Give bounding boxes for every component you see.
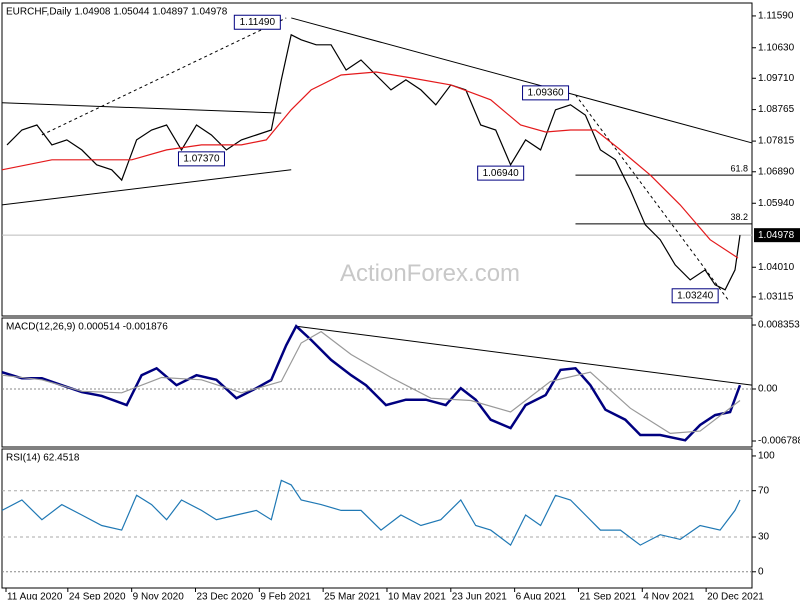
trendline — [296, 325, 753, 386]
y-tick-label: 1.08765 — [758, 104, 795, 115]
x-tick-label: 4 Nov 2021 — [643, 591, 695, 600]
y-tick-label: 1.04010 — [758, 262, 795, 273]
x-tick-label: 9 Feb 2021 — [260, 591, 311, 600]
series-line — [1, 324, 742, 442]
y-tick-label: 70 — [758, 485, 770, 496]
price-label-box — [233, 14, 281, 30]
y-tick-label: 100 — [758, 451, 775, 462]
x-tick-label: 23 Dec 2020 — [196, 591, 253, 600]
x-tick-label: 25 Mar 2021 — [324, 591, 381, 600]
last-price-box — [754, 228, 800, 243]
y-tick-label: 1.06890 — [758, 166, 795, 177]
price-label-box — [671, 288, 719, 304]
y-tick-label: 1.10630 — [758, 42, 795, 53]
series-line — [1, 71, 739, 259]
y-tick-label: 0.00 — [758, 384, 778, 395]
y-tick-label: -0.006788 — [758, 436, 800, 447]
y-tick-label: 30 — [758, 532, 770, 543]
x-tick-label: 24 Sep 2020 — [69, 591, 126, 600]
trendline — [1, 169, 292, 206]
y-tick-label: 1.03115 — [758, 292, 794, 303]
y-tick-label: 1.09710 — [758, 73, 795, 84]
x-tick-label: 21 Sep 2021 — [579, 591, 636, 600]
panel-title: RSI(14) 62.4518 — [6, 453, 80, 464]
panel-frame — [1, 2, 753, 317]
x-tick-label: 20 Dec 2021 — [707, 591, 764, 600]
series-line — [6, 33, 741, 291]
price-label-box — [177, 151, 225, 167]
price-label: 1.07370 — [183, 153, 220, 164]
price-label: 1.11490 — [240, 17, 276, 28]
x-tick-label: 9 Nov 2020 — [133, 591, 185, 600]
fib-label: 38.2 — [730, 212, 748, 222]
series-line — [1, 330, 741, 435]
x-tick-label: 6 Aug 2021 — [516, 591, 567, 600]
price-label: 1.03240 — [677, 290, 714, 301]
trendline — [575, 94, 729, 301]
watermark: ActionForex.com — [340, 260, 520, 287]
y-tick-label: 0.008353 — [758, 320, 800, 331]
series-line — [1, 479, 741, 547]
fib-label: 61.8 — [730, 163, 748, 173]
price-label: 1.06940 — [483, 168, 520, 179]
price-label-box — [522, 85, 570, 101]
panel-title: EURCHF,Daily 1.04908 1.05044 1.04897 1.0… — [6, 7, 228, 18]
panel-frame — [1, 317, 753, 448]
panel-frame — [1, 448, 753, 589]
y-tick-label: 0 — [758, 566, 764, 577]
last-price-label: 1.04978 — [758, 230, 795, 241]
x-tick-label: 11 Aug 2020 — [7, 591, 63, 600]
panel-title: MACD(12,26,9) 0.000514 -0.001876 — [6, 322, 168, 333]
y-tick-label: 1.07815 — [758, 136, 795, 147]
x-tick-label: 10 May 2021 — [388, 591, 446, 600]
price-label-box — [477, 165, 525, 181]
price-label: 1.09360 — [527, 88, 564, 99]
y-tick-label: 1.05940 — [758, 198, 795, 209]
y-tick-label: 1.11590 — [758, 11, 794, 22]
trendline — [1, 102, 282, 114]
trendline — [291, 17, 753, 144]
x-tick-label: 23 Jun 2021 — [452, 591, 507, 600]
